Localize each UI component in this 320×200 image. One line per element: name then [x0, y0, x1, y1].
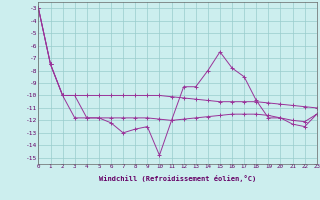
X-axis label: Windchill (Refroidissement éolien,°C): Windchill (Refroidissement éolien,°C) [99, 175, 256, 182]
